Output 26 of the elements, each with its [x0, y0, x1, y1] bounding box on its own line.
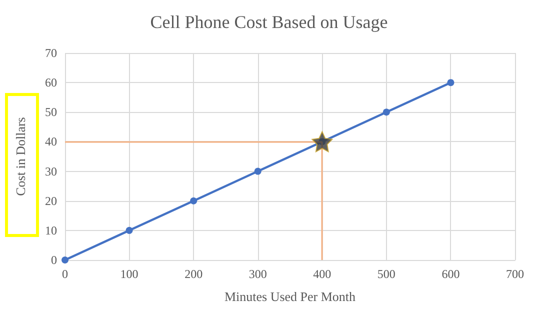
- x-tick-label: 0: [62, 267, 68, 281]
- point: [254, 168, 262, 175]
- x-tick-label: 600: [442, 267, 460, 281]
- point: [382, 108, 390, 116]
- point: [126, 226, 133, 234]
- chart-title: Cell Phone Cost Based on Usage: [150, 12, 388, 32]
- y-tick-label: 60: [45, 76, 57, 90]
- point: [312, 131, 333, 152]
- y-tick-label: 10: [45, 223, 57, 238]
- x-tick-label: 300: [248, 267, 267, 281]
- point: [62, 256, 68, 264]
- y-tick-label: 50: [45, 105, 57, 120]
- y-tick-label: 20: [45, 194, 57, 208]
- x-tick-label: 500: [377, 267, 396, 281]
- y-axis-title: Cost in Dollars: [13, 117, 28, 196]
- x-tick-label: 100: [120, 267, 138, 281]
- point: [447, 79, 454, 86]
- y-tick-label: 70: [45, 46, 57, 60]
- y-tick-label: 30: [45, 164, 57, 178]
- y-tick-label: 0: [51, 253, 57, 267]
- y-tick-label: 40: [45, 134, 57, 149]
- x-tick-label: 700: [506, 267, 524, 281]
- x-tick-label: 200: [184, 267, 203, 281]
- x-axis-title: Minutes Used Per Month: [224, 289, 356, 304]
- point: [190, 197, 198, 204]
- x-tick-label: 400: [313, 267, 332, 281]
